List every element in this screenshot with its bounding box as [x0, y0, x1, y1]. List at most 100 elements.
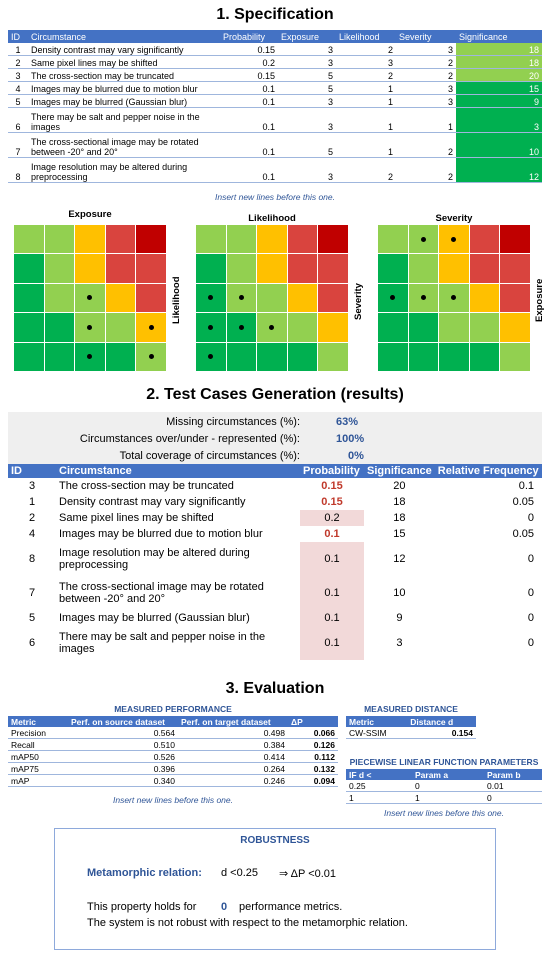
severity-cell — [500, 342, 530, 371]
gen-row: 3 The cross-section may be truncated 0.15 2… — [8, 478, 542, 494]
spec-row: 6 There may be salt and pepper noise in t… — [8, 107, 542, 133]
exposure-cell — [14, 283, 44, 313]
gen-table: ID Circumstance Probability Significance… — [8, 464, 542, 660]
likelihood-heatmap — [196, 225, 348, 371]
pw-header-a: Param a — [412, 769, 484, 780]
robustness-box: ROBUSTNESS Metamorphic relation: d <0.25… — [54, 828, 496, 950]
severity-cell — [469, 225, 500, 254]
gen-title: 2. Test Cases Generation (results) — [146, 386, 404, 403]
perf-source: 0.564 — [68, 727, 178, 739]
spec-likelihood: 1 — [336, 107, 396, 133]
exposure-cell — [75, 254, 105, 283]
spec-id: 4 — [8, 81, 28, 95]
severity-cell — [500, 313, 530, 342]
severity-cell — [408, 254, 439, 283]
spec-circumstance: There may be salt and pepper noise in th… — [28, 107, 220, 133]
severity-cell — [408, 313, 439, 342]
perf-note: Insert new lines before this one. — [112, 795, 233, 805]
spec-significance: 12 — [456, 157, 542, 183]
likelihood-heatmap-title: Likelihood — [248, 213, 296, 224]
spec-probability: 0.2 — [220, 55, 278, 69]
spec-severity: 2 — [396, 68, 456, 82]
perf-source: 0.396 — [68, 762, 178, 775]
likelihood-cell — [287, 225, 318, 254]
spec-likelihood: 1 — [336, 94, 396, 108]
severity-cell — [500, 283, 530, 313]
likelihood-cell — [318, 283, 348, 313]
total-label: Total coverage of circumstances (%): — [119, 450, 300, 462]
spec-exposure: 3 — [278, 94, 336, 108]
severity-cell — [439, 254, 469, 283]
exposure-cell — [14, 225, 44, 254]
spec-likelihood: 2 — [336, 68, 396, 82]
gen-significance: 18 — [393, 496, 406, 508]
spec-id: 3 — [8, 68, 28, 82]
spec-row: 3 The cross-section may be truncated 0.15 5… — [8, 68, 542, 82]
severity-cell-marked — [408, 225, 439, 254]
spec-header-likelihood: Likelihood — [336, 30, 396, 43]
gen-circumstance: Image resolution may be altered during p… — [59, 547, 250, 571]
gen-row: 8 Image resolution may be altered during … — [8, 542, 542, 576]
exposure-cell-marked — [75, 283, 105, 313]
likelihood-cell — [257, 225, 287, 254]
likelihood-cell-marked — [226, 283, 257, 313]
gen-frequency: 0 — [527, 512, 534, 524]
gen-id: 4 — [28, 528, 36, 540]
perf-header-metric: Metric — [8, 716, 68, 727]
gen-frequency: 0 — [527, 637, 534, 649]
spec-table: ID Circumstance Probability Exposure Lik… — [8, 30, 542, 183]
perf-delta: 0.112 — [288, 750, 338, 763]
spec-likelihood: 3 — [336, 55, 396, 69]
spec-id: 2 — [8, 55, 28, 69]
spec-id: 8 — [8, 157, 28, 183]
spec-exposure: 3 — [278, 55, 336, 69]
spec-circumstance: Image resolution may be altered during p… — [28, 157, 220, 183]
spec-id: 5 — [8, 94, 28, 108]
spec-circumstance: Images may be blurred due to motion blur — [28, 81, 220, 95]
perf-row: Precision 0.564 0.498 0.066 — [8, 727, 338, 739]
gen-header-frequency: Relative Frequency — [434, 464, 542, 478]
gen-probability: 0.1 — [324, 528, 340, 540]
gen-frequency: 0.05 — [512, 496, 534, 508]
exposure-cell — [105, 254, 136, 283]
holds-count: 0 — [221, 901, 228, 913]
severity-cell — [378, 225, 408, 254]
likelihood-cell-marked — [196, 283, 226, 313]
spec-significance: 15 — [456, 81, 542, 95]
spec-severity: 1 — [396, 107, 456, 133]
pw-header-row: IF d < Param a Param b — [346, 769, 542, 780]
likelihood-cell — [318, 313, 348, 342]
gen-significance: 10 — [393, 587, 406, 599]
severity-cell — [408, 342, 439, 371]
dist-header-row: Metric Distance d — [346, 716, 476, 727]
gen-row: 5 Images may be blurred (Gaussian blur) 0.… — [8, 610, 542, 626]
perf-delta: 0.132 — [288, 762, 338, 775]
gen-id: 8 — [28, 553, 36, 565]
pw-if: 1 — [346, 791, 412, 804]
spec-id: 7 — [8, 132, 28, 158]
gen-significance: 15 — [393, 528, 406, 540]
perf-source: 0.510 — [68, 738, 178, 751]
spec-probability: 0.1 — [220, 157, 278, 183]
gen-circumstance: Density contrast may vary significantly — [59, 496, 246, 508]
spec-id: 6 — [8, 107, 28, 133]
pw-title: PIECEWISE LINEAR FUNCTION PARAMETERS — [349, 757, 539, 767]
spec-significance: 9 — [456, 94, 542, 108]
severity-cell — [378, 254, 408, 283]
spec-circumstance: Same pixel lines may be shifted — [28, 55, 220, 69]
gen-frequency: 0 — [527, 553, 534, 565]
exposure-cell — [75, 225, 105, 254]
likelihood-cell — [226, 225, 257, 254]
exposure-cell — [14, 342, 44, 371]
spec-likelihood: 1 — [336, 81, 396, 95]
pw-header-b: Param b — [484, 769, 542, 780]
gen-probability: 0.15 — [321, 480, 343, 492]
exposure-cell — [136, 283, 166, 313]
spec-id: 1 — [8, 43, 28, 56]
spec-header-significance: Significance — [456, 30, 542, 43]
spec-row: 7 The cross-sectional image may be rotate… — [8, 132, 542, 158]
severity-cell — [469, 313, 500, 342]
exposure-axis-label: Exposure — [534, 278, 545, 322]
likelihood-cell — [226, 342, 257, 371]
spec-severity: 3 — [396, 43, 456, 56]
